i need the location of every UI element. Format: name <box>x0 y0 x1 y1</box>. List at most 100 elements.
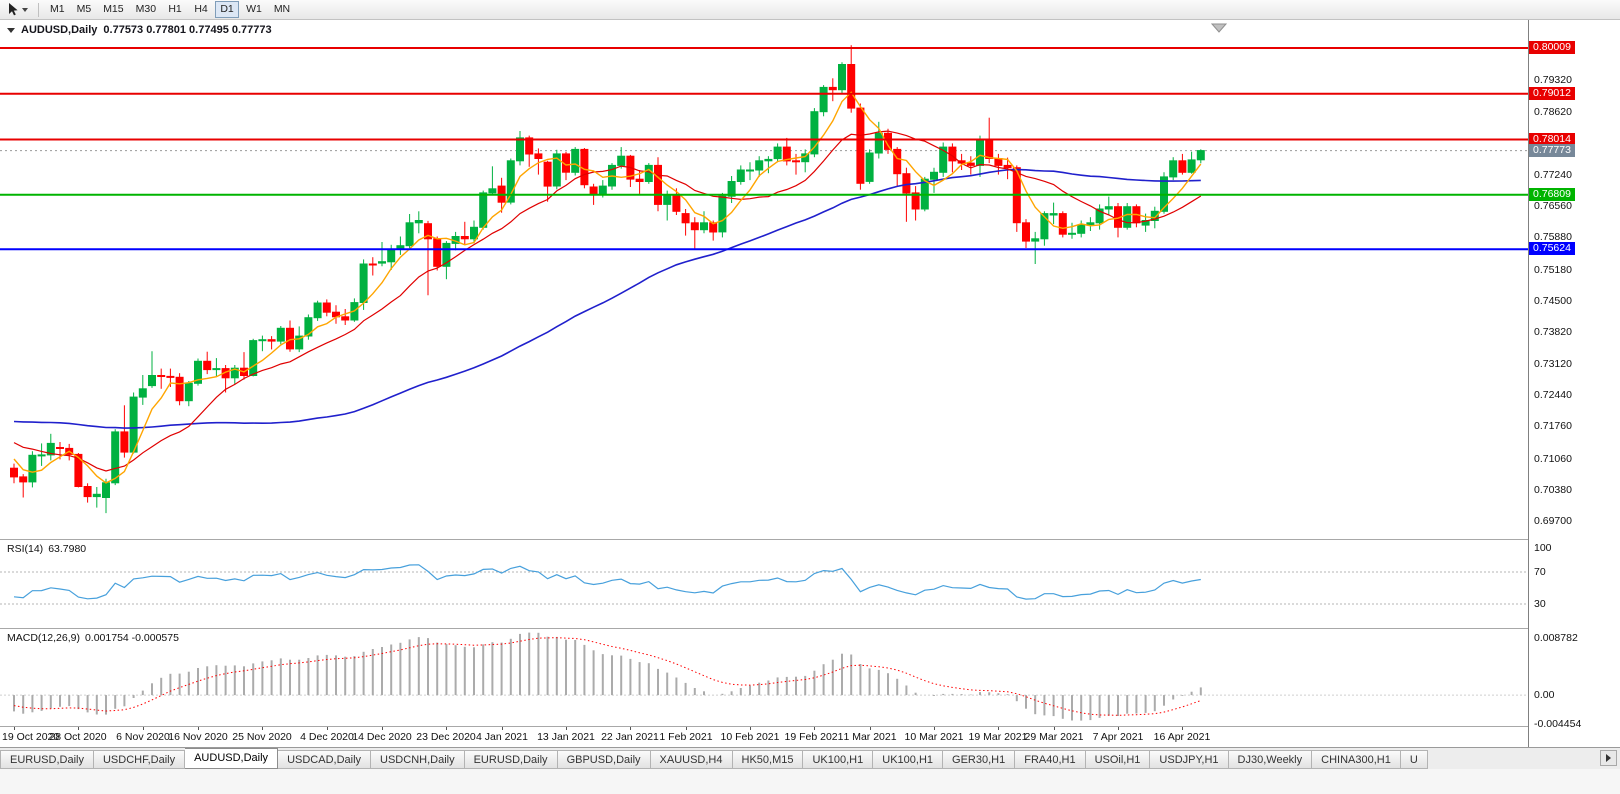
chart-tab-audusd-daily[interactable]: AUDUSD,Daily <box>185 748 279 769</box>
chart-tab-xauusd-h4[interactable]: XAUUSD,H4 <box>650 750 733 769</box>
chart-tab-uk100-h1[interactable]: UK100,H1 <box>803 750 874 769</box>
chart-tab-eurusd-daily[interactable]: EURUSD,Daily <box>0 750 94 769</box>
macd-indicator-values: 0.001754 -0.000575 <box>84 632 179 644</box>
price-axis-label: 0.75180 <box>1534 264 1572 276</box>
timeframe-button-mn[interactable]: MN <box>269 1 295 18</box>
slow-ma-line <box>13 168 1201 429</box>
time-axis-tick <box>566 727 567 730</box>
timeframe-button-h1[interactable]: H1 <box>163 1 187 18</box>
macd-indicator-label: MACD(12,26,9) 0.001754 -0.000575 <box>7 632 184 644</box>
mid-ma-line <box>13 130 1202 472</box>
main-price-panel[interactable] <box>0 20 1528 539</box>
chart-menu-arrow-icon[interactable] <box>7 27 15 33</box>
macd-indicator-name: MACD(12,26,9) <box>7 632 80 644</box>
chart-tab-uk100-h1[interactable]: UK100,H1 <box>873 750 944 769</box>
price-axis[interactable]: 0.79320 0.78620 0.77240 0.76560 0.75880 0.751… <box>1528 20 1620 747</box>
price-axis-label: 0.69700 <box>1534 515 1572 527</box>
chart-tab-usdjpy-h1[interactable]: USDJPY,H1 <box>1150 750 1229 769</box>
rsi-axis-label: 100 <box>1534 542 1552 554</box>
time-axis-tick <box>750 727 751 730</box>
chart-tab-usdchf-daily[interactable]: USDCHF,Daily <box>93 750 186 769</box>
time-axis-tick <box>327 727 328 730</box>
price-axis-label: 0.71760 <box>1534 420 1572 432</box>
chart-shift-marker[interactable] <box>1210 23 1228 33</box>
chart-tab-usdcnh-daily[interactable]: USDCNH,Daily <box>371 750 465 769</box>
chart-tab-gbpusd-daily[interactable]: GBPUSD,Daily <box>557 750 651 769</box>
fast-ma-line <box>13 91 1202 484</box>
rsi-indicator-name: RSI(14) <box>7 543 44 555</box>
chart-tab-usdcad-daily[interactable]: USDCAD,Daily <box>278 750 372 769</box>
chart-tabs-bar: EURUSD,Daily USDCHF,Daily AUDUSD,Daily USDC… <box>0 747 1620 769</box>
timeframe-button-h4[interactable]: H4 <box>189 1 213 18</box>
chart-tab-fra40-h1[interactable]: FRA40,H1 <box>1015 750 1086 769</box>
chart-tab-hk50-m15[interactable]: HK50,M15 <box>732 750 804 769</box>
timeframe-button-m1[interactable]: M1 <box>45 1 70 18</box>
rsi-axis-label: 70 <box>1534 566 1546 578</box>
time-axis-tick <box>143 727 144 730</box>
date-axis-label: 4 Dec 2020 <box>300 731 354 743</box>
hline-price-tag: 0.76809 <box>1529 188 1575 201</box>
time-axis-tick <box>998 727 999 730</box>
date-axis-label: 1 Feb 2021 <box>659 731 713 743</box>
toolbar-separator <box>38 2 39 17</box>
price-axis-label: 0.74500 <box>1534 295 1572 307</box>
chart-tab-u[interactable]: U <box>1400 750 1428 769</box>
date-axis-label: 16 Apr 2021 <box>1153 731 1211 743</box>
time-axis-tick <box>78 727 79 730</box>
timeframe-button-m5[interactable]: M5 <box>72 1 97 18</box>
date-axis-label: 16 Nov 2020 <box>168 731 228 743</box>
timeframe-button-w1[interactable]: W1 <box>241 1 267 18</box>
date-axis-label: 14 Dec 2020 <box>352 731 412 743</box>
chart-area: AUDUSD,Daily 0.77573 0.77801 0.77495 0.7… <box>0 20 1620 747</box>
rsi-panel[interactable] <box>0 540 1528 628</box>
rsi-line <box>13 564 1201 600</box>
price-axis-label: 0.73120 <box>1534 358 1572 370</box>
panel-separator[interactable] <box>0 628 1620 629</box>
timeframe-button-m15[interactable]: M15 <box>98 1 128 18</box>
time-axis-tick <box>686 727 687 730</box>
hline-price-tag: 0.78014 <box>1529 133 1575 146</box>
macd-panel[interactable] <box>0 629 1528 726</box>
hline-price-tag: 0.79012 <box>1529 87 1575 100</box>
cursor-tool-button[interactable] <box>3 1 33 19</box>
chart-title: AUDUSD,Daily 0.77573 0.77801 0.77495 0.7… <box>7 24 272 36</box>
date-axis-label: 6 Nov 2020 <box>116 731 170 743</box>
price-axis-label: 0.71060 <box>1534 453 1572 465</box>
price-axis-label: 0.78620 <box>1534 106 1572 118</box>
price-axis-label: 0.76560 <box>1534 200 1572 212</box>
macd-signal-line <box>13 637 1201 716</box>
rsi-indicator-label: RSI(14) 63.7980 <box>7 543 91 555</box>
price-axis-label: 0.77240 <box>1534 169 1572 181</box>
chart-symbol-title: AUDUSD,Daily <box>21 24 98 36</box>
date-axis-label: 29 Mar 2021 <box>1024 731 1084 743</box>
rsi-indicator-value: 63.7980 <box>48 543 87 555</box>
time-axis-tick <box>446 727 447 730</box>
macd-axis-label: -0.004454 <box>1534 718 1582 730</box>
chart-ohlc-values: 0.77573 0.77801 0.77495 0.77773 <box>103 24 272 36</box>
tab-scroll-right-button[interactable] <box>1600 750 1617 766</box>
date-axis-label: 19 Oct 2020 <box>2 731 60 743</box>
bid-price-tag: 0.77773 <box>1529 144 1575 157</box>
time-axis-tick <box>1182 727 1183 730</box>
date-axis-label: 10 Feb 2021 <box>720 731 780 743</box>
timeframe-button-d1[interactable]: D1 <box>215 1 240 18</box>
timeframe-buttons: M1 M5 M15 M30 H1 H4 D1 W1 MN <box>44 1 296 18</box>
date-axis-label: 4 Jan 2021 <box>476 731 528 743</box>
chart-tab-ger30-h1[interactable]: GER30,H1 <box>943 750 1016 769</box>
chevron-down-icon <box>22 7 28 12</box>
panel-separator[interactable] <box>0 539 1620 540</box>
chart-tab-usoil-h1[interactable]: USOil,H1 <box>1085 750 1151 769</box>
chart-tab-eurusd-daily[interactable]: EURUSD,Daily <box>464 750 558 769</box>
date-axis-label: 10 Mar 2021 <box>904 731 964 743</box>
chart-tab-china300-h1[interactable]: CHINA300,H1 <box>1312 750 1401 769</box>
hline-price-tag: 0.80009 <box>1529 41 1575 54</box>
rsi-axis-label: 30 <box>1534 598 1546 610</box>
time-axis-tick <box>1118 727 1119 730</box>
chart-tabs: EURUSD,Daily USDCHF,Daily AUDUSD,Daily USDC… <box>0 748 1428 769</box>
chart-tab-dj30-weekly[interactable]: DJ30,Weekly <box>1228 750 1313 769</box>
time-axis[interactable]: 19 Oct 2020 28 Oct 2020 6 Nov 2020 16 Nov 2… <box>0 727 1528 747</box>
hline-price-tag: 0.75624 <box>1529 242 1575 255</box>
timeframe-button-m30[interactable]: M30 <box>131 1 161 18</box>
macd-axis-label: 0.00 <box>1534 689 1555 701</box>
